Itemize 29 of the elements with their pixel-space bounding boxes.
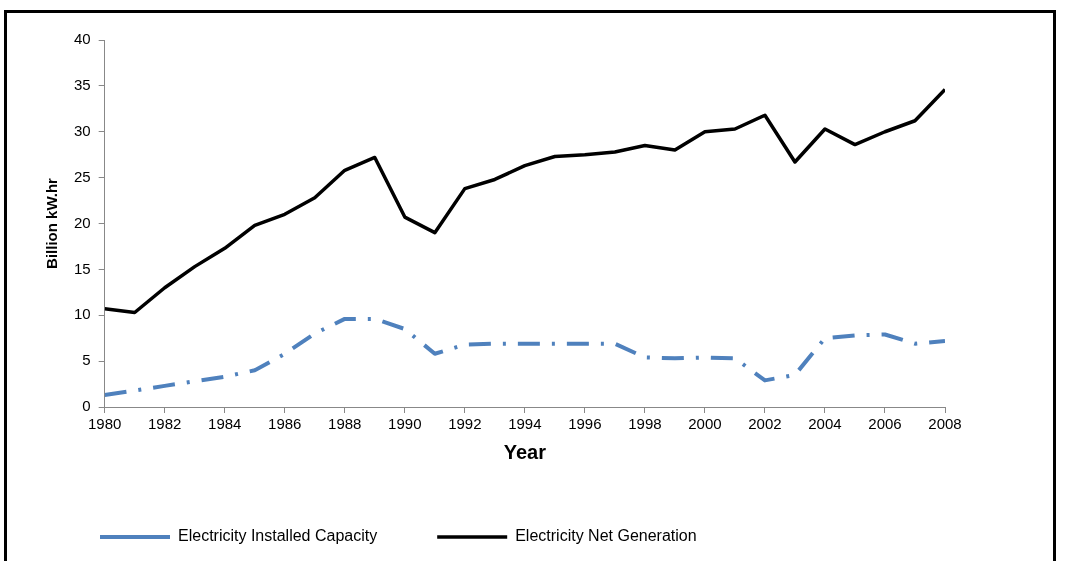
x-tick-label: 2002 <box>748 415 782 433</box>
x-tick-label: 1994 <box>508 415 542 433</box>
y-tick-label: 35 <box>74 76 91 94</box>
y-tick-label: 40 <box>74 30 91 48</box>
x-tick-label: 1992 <box>448 415 482 433</box>
y-tick-label: 5 <box>82 351 91 369</box>
x-tick-label: 1980 <box>88 415 122 433</box>
line-series <box>104 316 945 398</box>
y-axis-title: Billion kW.hr <box>43 177 61 269</box>
x-axis-title: Year <box>503 440 547 463</box>
x-tick-label: 1984 <box>208 415 242 433</box>
x-tick-label: 1996 <box>568 415 602 433</box>
y-tick-label: 25 <box>74 167 91 185</box>
x-tick-label: 1982 <box>148 415 182 433</box>
legend-label: Electricity Net Generation <box>515 527 697 545</box>
x-tick-label: 2008 <box>928 415 962 433</box>
x-tick-label: 2000 <box>688 415 722 433</box>
y-tick-label: 10 <box>74 305 91 323</box>
x-tick-label: 2004 <box>808 415 842 433</box>
legend-label: Electricity Installed Capacity <box>178 527 378 545</box>
x-tick-label: 1986 <box>268 415 302 433</box>
y-tick-label: 15 <box>74 259 91 277</box>
x-tick-label: 1988 <box>328 415 362 433</box>
y-tick-label: 0 <box>82 397 91 415</box>
x-tick-label: 2006 <box>868 415 902 433</box>
x-tick-label: 1990 <box>388 415 422 433</box>
x-tick-label: 1998 <box>628 415 662 433</box>
y-tick-label: 30 <box>74 121 91 139</box>
y-tick-label: 20 <box>74 213 91 231</box>
